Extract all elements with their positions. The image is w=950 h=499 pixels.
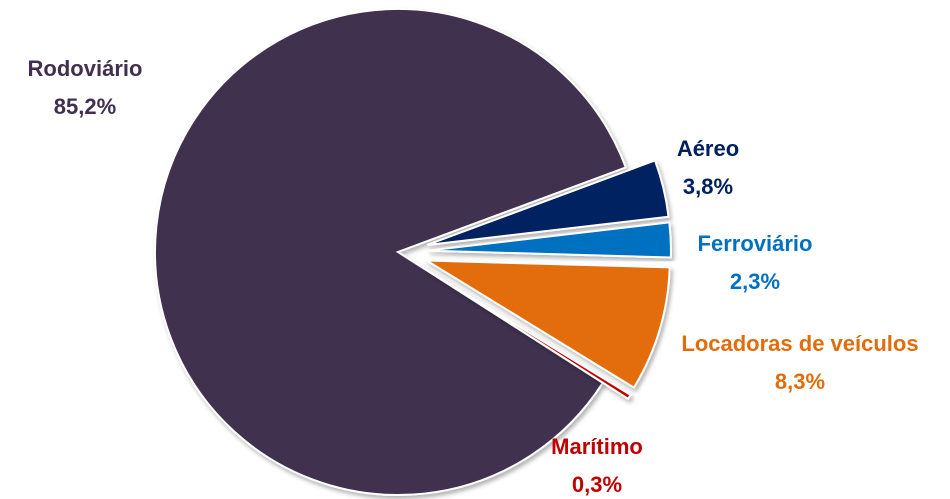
slice-value-label: 0,3%	[572, 472, 622, 497]
pie-slice	[427, 221, 672, 259]
pie-slice	[154, 8, 628, 496]
slice-value-label: 8,3%	[775, 369, 825, 394]
slice-label: Rodoviário	[28, 56, 143, 81]
slice-label: Ferroviário	[698, 231, 813, 256]
slice-value-label: 3,8%	[683, 174, 733, 199]
slice-value-label: 85,2%	[54, 94, 116, 119]
pie-slice	[426, 159, 670, 246]
slice-label: Aéreo	[677, 136, 739, 161]
slice-label: Marítimo	[551, 434, 643, 459]
pie-slice	[422, 267, 632, 401]
pie-slice	[423, 259, 671, 389]
slice-label: Locadoras de veículos	[681, 331, 918, 356]
slice-value-label: 2,3%	[730, 269, 780, 294]
